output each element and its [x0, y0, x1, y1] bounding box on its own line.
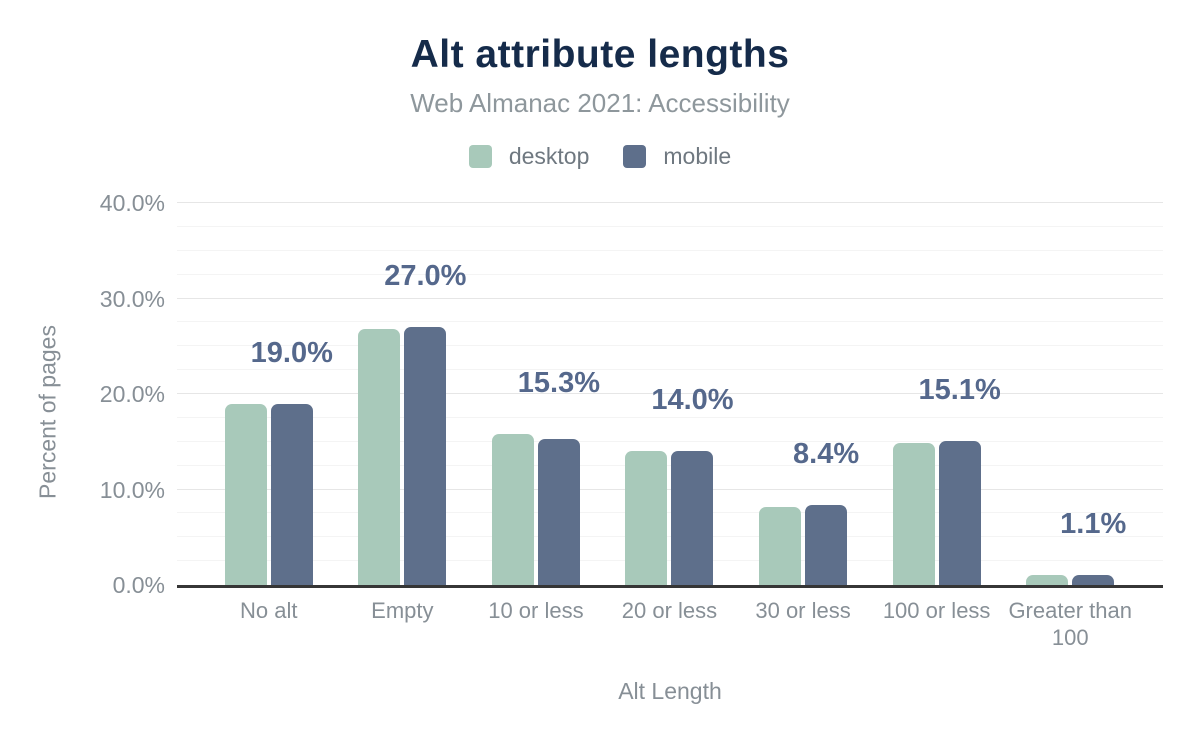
gridline-minor	[177, 512, 1163, 514]
chart-title: Alt attribute lengths	[410, 33, 790, 76]
bar-mobile	[270, 403, 313, 585]
x-tick-label: No alt	[240, 598, 298, 623]
bar-mobile	[938, 440, 981, 585]
desktop-swatch	[468, 145, 492, 168]
bar-mobile	[671, 451, 714, 585]
data-label: 27.0%	[384, 260, 467, 293]
legend-item-mobile: mobile	[623, 143, 731, 170]
y-tick-label: 40.0%	[99, 190, 165, 216]
legend-item-desktop: desktop	[468, 143, 590, 170]
gridline-minor	[177, 560, 1163, 562]
gridline-major	[177, 393, 1163, 394]
gridline-major	[177, 202, 1163, 203]
x-axis-labels: No alt Empty 10 or less 20 or less 30 or les…	[202, 597, 1137, 655]
x-tick-label: Greater than 100	[1008, 598, 1132, 650]
y-axis-ticks: 0.0% 10.0% 20.0% 30.0% 40.0%	[0, 190, 165, 598]
gridline-minor	[177, 416, 1163, 418]
gridline-minor	[177, 345, 1163, 347]
category-slot: 15.3%	[469, 203, 603, 585]
category-slot: 1.1%	[1003, 203, 1137, 585]
x-tick-label: 10 or less	[488, 598, 584, 623]
gridline-minor	[177, 321, 1163, 323]
bar-desktop	[892, 442, 935, 585]
bar-desktop	[224, 403, 267, 585]
gridline-minor	[177, 536, 1163, 538]
legend-label-desktop: desktop	[508, 143, 590, 169]
y-tick-label: 0.0%	[112, 572, 165, 598]
gridline-minor	[177, 273, 1163, 275]
data-label: 14.0%	[651, 384, 734, 417]
mobile-swatch	[623, 145, 647, 168]
data-label: 15.3%	[517, 367, 601, 400]
category-slot: 14.0%	[603, 203, 737, 585]
category-slot: 27.0%	[336, 203, 470, 585]
bars-area: 19.0% 27.0% 15.3% 14.0% 8.4% 15.1% 1.1%	[202, 203, 1137, 585]
bar-mobile	[404, 327, 447, 585]
plot-area: 19.0% 27.0% 15.3% 14.0% 8.4% 15.1% 1.1%	[177, 202, 1163, 588]
bar-mobile	[537, 438, 580, 585]
data-label: 1.1%	[1060, 507, 1127, 540]
x-tick-label: 100 or less	[882, 598, 991, 623]
bar-mobile	[805, 504, 848, 585]
legend: desktop mobile	[0, 143, 1200, 170]
x-axis-title: Alt Length	[618, 678, 722, 704]
x-tick-label: 20 or less	[621, 598, 718, 623]
y-tick-label: 10.0%	[99, 476, 165, 503]
x-tick-label: Empty	[371, 598, 434, 623]
gridline-minor	[177, 249, 1163, 251]
gridline-minor	[177, 369, 1163, 371]
category-slot: 8.4%	[736, 203, 870, 585]
bar-desktop	[625, 451, 668, 585]
category-slot: 19.0%	[202, 203, 336, 585]
data-label: 15.1%	[918, 373, 1001, 406]
gridline-major	[177, 488, 1163, 490]
x-tick-label: 30 or less	[755, 598, 851, 623]
legend-label-mobile: mobile	[663, 143, 732, 169]
bar-desktop	[759, 506, 802, 585]
gridline-minor	[177, 225, 1163, 227]
chart-subtitle: Web Almanac 2021: Accessibility	[410, 88, 790, 118]
data-label: 8.4%	[793, 437, 860, 470]
data-label: 19.0%	[250, 336, 333, 369]
y-tick-label: 30.0%	[99, 285, 165, 312]
bar-desktop	[358, 329, 401, 585]
category-slot: 15.1%	[870, 203, 1004, 585]
y-tick-label: 20.0%	[99, 381, 165, 407]
gridline-minor	[177, 440, 1163, 442]
bar-desktop	[491, 434, 534, 585]
gridline-minor	[177, 464, 1163, 466]
gridline-major	[177, 297, 1163, 299]
bar-desktop	[1026, 574, 1069, 585]
bar-mobile	[1072, 574, 1115, 585]
